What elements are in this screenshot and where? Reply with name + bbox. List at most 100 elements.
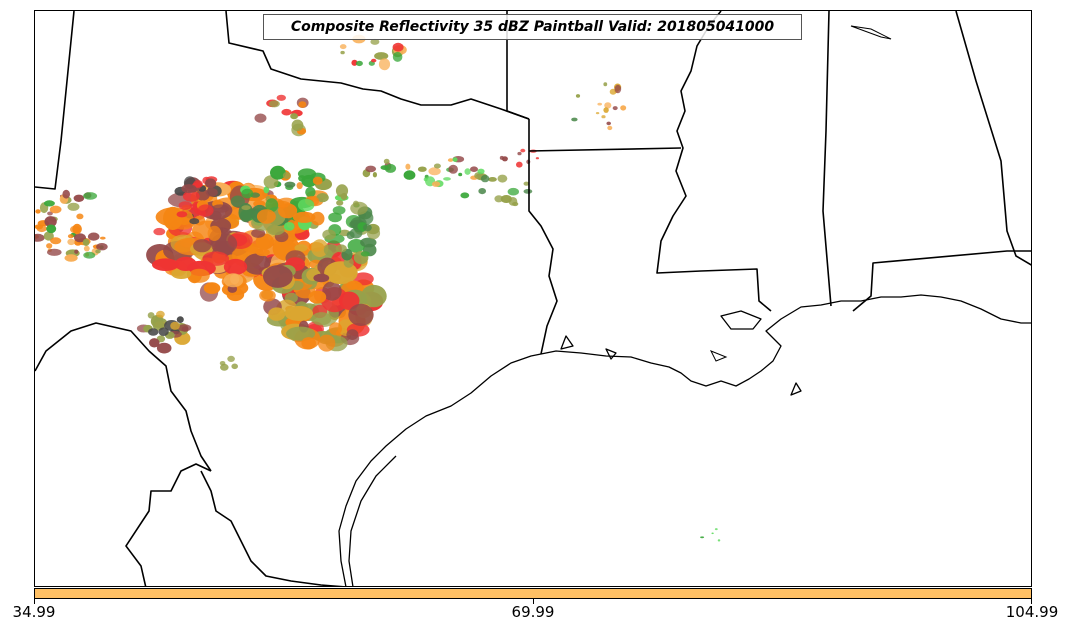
precip-blob — [46, 243, 53, 249]
precip-blob — [181, 184, 197, 194]
precip-blob — [263, 186, 270, 194]
precip-blob — [197, 204, 214, 217]
precip-blob — [153, 227, 166, 236]
precip-blob — [241, 205, 251, 211]
precip-blob — [516, 161, 523, 168]
precip-blob — [488, 177, 497, 182]
precip-blob — [431, 181, 441, 187]
precip-blob — [282, 171, 291, 180]
precip-blob — [405, 163, 411, 170]
precip-blob — [178, 201, 192, 210]
precip-blob — [614, 84, 622, 94]
precip-blob — [263, 265, 293, 288]
precip-blob — [174, 256, 197, 271]
precip-blob — [254, 113, 267, 123]
precip-blob — [477, 168, 485, 174]
precip-blob — [520, 148, 526, 153]
precip-blob — [148, 328, 159, 336]
precip-blob — [43, 231, 54, 241]
precip-blob — [575, 94, 581, 98]
precip-blob — [403, 170, 416, 180]
islands — [709, 25, 892, 362]
precip-blob — [202, 251, 230, 266]
precip-blob — [305, 186, 316, 198]
precip-blob — [339, 44, 347, 50]
colorbar-tick-mid — [533, 599, 534, 604]
precip-blob — [176, 316, 184, 323]
precip-blob — [268, 307, 286, 321]
precip-blob — [447, 158, 454, 162]
precip-blob — [417, 166, 427, 172]
colorbar-label-mid: 69.99 — [511, 603, 555, 621]
precip-blob — [67, 234, 74, 239]
precip-blob — [296, 182, 303, 190]
precip-blob — [392, 42, 404, 52]
precip-blob — [182, 190, 200, 202]
state-borders — [35, 11, 1031, 586]
precip-blob — [601, 115, 606, 119]
precip-blob — [595, 112, 600, 115]
precip-blob — [460, 192, 470, 199]
precip-blob — [700, 536, 705, 539]
precip-blob — [255, 248, 270, 257]
precip-blob — [290, 113, 298, 120]
precip-blob — [171, 268, 192, 279]
precip-blob — [67, 238, 76, 246]
precip-blob — [311, 239, 329, 258]
precip-blob — [535, 157, 540, 160]
precip-blob — [203, 282, 221, 294]
precip-blob — [494, 195, 504, 203]
precip-blob — [348, 303, 374, 326]
precip-blob — [292, 211, 316, 223]
precip-blob — [717, 539, 721, 542]
precip-blob — [211, 204, 230, 213]
precip-blob — [340, 192, 348, 201]
precip-blob — [188, 268, 210, 283]
precip-blob — [311, 312, 332, 326]
precip-blob — [47, 211, 53, 216]
precip-blob — [156, 342, 172, 354]
precip-blob — [298, 101, 307, 108]
precip-blob — [322, 281, 342, 301]
precip-blob — [433, 163, 441, 169]
precip-blob — [335, 244, 347, 253]
precip-blob — [35, 233, 45, 242]
precip-blob — [256, 209, 276, 224]
precip-blob — [100, 236, 106, 240]
precip-blob — [301, 337, 317, 350]
precip-blob — [497, 174, 508, 183]
precip-blob — [328, 212, 342, 223]
precip-blob — [523, 189, 533, 194]
precip-blob — [310, 211, 325, 226]
precip-blob — [276, 94, 286, 101]
coastline — [338, 294, 1031, 586]
colorbar-tick-max — [1031, 599, 1032, 604]
precip-blob — [329, 322, 342, 336]
colorbar-label-min: 34.99 — [12, 603, 56, 621]
precip-blob — [241, 188, 254, 199]
precip-blob — [448, 164, 459, 174]
precip-blob — [346, 280, 361, 290]
precip-blob — [36, 224, 47, 233]
precip-blob — [372, 172, 377, 178]
precip-blob — [470, 166, 478, 172]
precip-blob — [480, 174, 490, 183]
precip-blob — [383, 158, 390, 164]
precip-blob — [378, 58, 391, 71]
precip-blob — [517, 151, 522, 156]
precip-blob — [346, 329, 359, 340]
precip-blob — [170, 321, 180, 330]
precip-blob — [336, 200, 344, 206]
precip-blob — [95, 249, 101, 254]
precip-blob — [270, 165, 286, 180]
precip-blob — [189, 218, 200, 225]
precip-blob — [283, 222, 295, 231]
precip-blob — [83, 251, 96, 259]
precip-blob — [230, 195, 245, 208]
precip-blob — [452, 157, 458, 162]
precip-blob — [284, 306, 314, 321]
precip-blob — [67, 202, 80, 211]
precip-blob — [83, 192, 98, 200]
precip-blob — [607, 125, 613, 131]
map-title: Composite Reflectivity 35 dBZ Paintball … — [263, 14, 802, 40]
